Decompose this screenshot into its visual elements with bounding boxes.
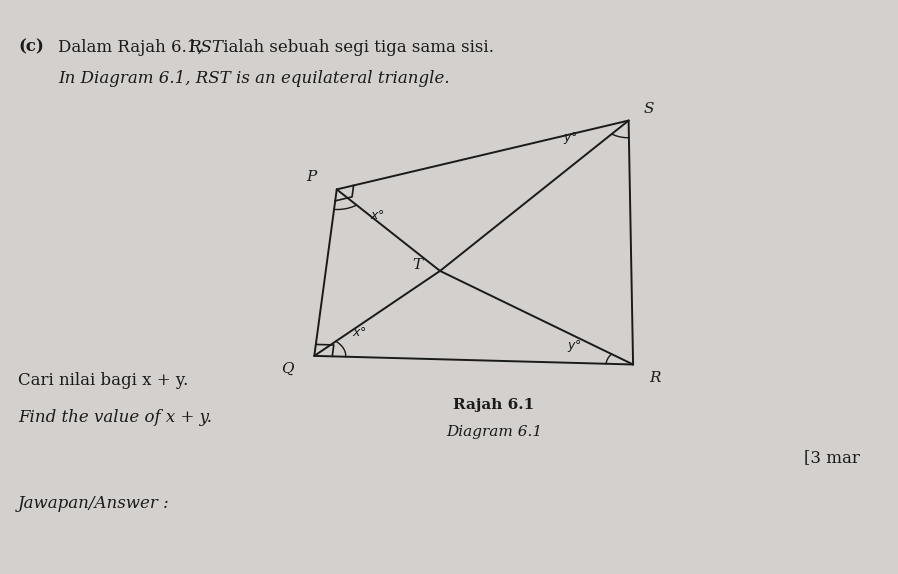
Text: $x°$: $x°$ xyxy=(370,209,384,222)
Text: Rajah 6.1: Rajah 6.1 xyxy=(453,398,534,412)
Text: R: R xyxy=(649,371,660,385)
Text: $x°$: $x°$ xyxy=(352,327,366,339)
Text: [3 mar: [3 mar xyxy=(804,449,859,466)
Text: RST: RST xyxy=(189,38,224,56)
Text: P: P xyxy=(306,170,317,184)
Text: $y°$: $y°$ xyxy=(563,130,577,146)
Text: S: S xyxy=(643,102,654,116)
Text: (c): (c) xyxy=(18,38,44,56)
Text: Q: Q xyxy=(281,362,294,375)
Text: In Diagram 6.1, RST is an equilateral triangle.: In Diagram 6.1, RST is an equilateral tr… xyxy=(58,70,450,87)
Text: T: T xyxy=(412,258,423,272)
Text: Cari nilai bagi x + y.: Cari nilai bagi x + y. xyxy=(18,371,189,389)
Text: Jawapan/Answer :: Jawapan/Answer : xyxy=(18,495,170,512)
Text: Diagram 6.1: Diagram 6.1 xyxy=(445,425,542,439)
Text: $y°$: $y°$ xyxy=(568,338,582,354)
Text: ialah sebuah segi tiga sama sisi.: ialah sebuah segi tiga sama sisi. xyxy=(218,38,494,56)
Text: Find the value of x + y.: Find the value of x + y. xyxy=(18,409,212,426)
Text: Dalam Rajah 6.1,: Dalam Rajah 6.1, xyxy=(58,38,208,56)
